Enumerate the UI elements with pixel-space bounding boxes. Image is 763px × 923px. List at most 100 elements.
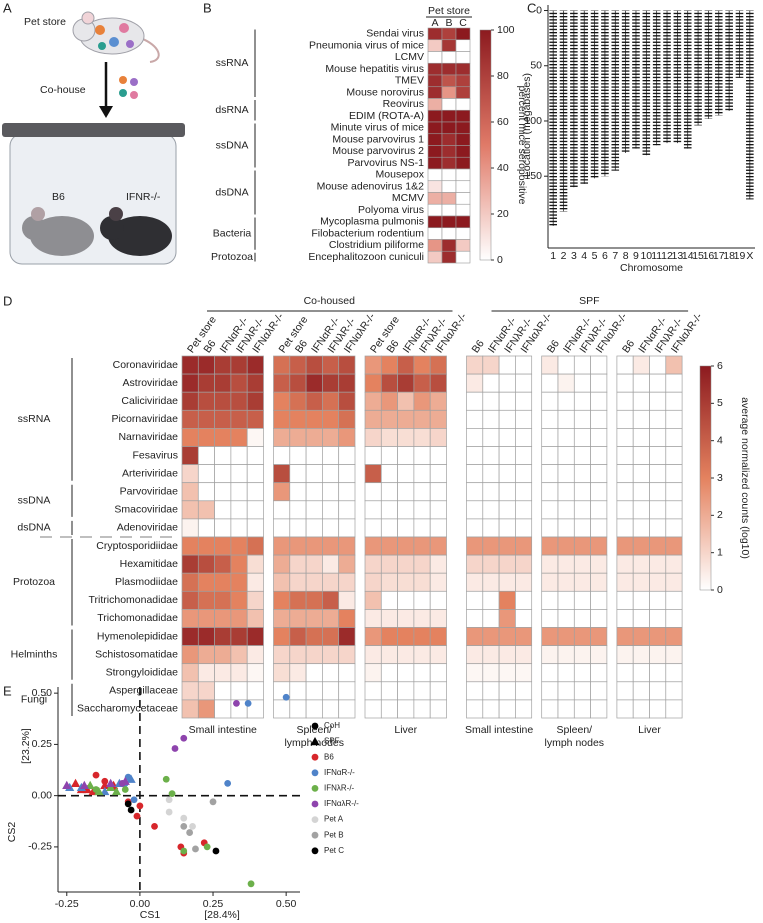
heatmap-cell [273, 536, 291, 556]
group-label: ssDNA [216, 139, 249, 151]
legend-marker [310, 737, 320, 746]
heatmap-cell [413, 391, 431, 411]
cage-lid [2, 123, 185, 137]
row-label: Tritrichomonadidae [89, 594, 179, 606]
legend-label: Pet C [324, 846, 344, 855]
heatmap-cell [455, 215, 471, 229]
heatmap-cell [573, 409, 591, 429]
heatmap-cell [181, 409, 199, 429]
x-tick-label: 16 [703, 250, 715, 262]
heatmap-cell [616, 518, 634, 538]
heatmap-cell [181, 572, 199, 592]
heatmap-cell [380, 428, 398, 447]
heatmap-cell [573, 355, 591, 375]
heatmap-cell [214, 699, 232, 719]
heatmap-cell [413, 500, 431, 520]
heatmap-cell [649, 391, 667, 411]
heatmap-cell [413, 681, 431, 701]
heatmap-cell [197, 446, 215, 465]
heatmap-cell [427, 86, 443, 99]
point [120, 776, 130, 785]
point [62, 780, 72, 789]
arrow-head [99, 106, 113, 118]
row-label: Minute virus of mice [331, 122, 425, 134]
heatmap-cell [380, 518, 398, 538]
heatmap-cell [455, 239, 471, 252]
heatmap-cell [230, 355, 248, 375]
heatmap-cell [455, 156, 471, 170]
heatmap-cell [289, 464, 307, 484]
y-tick-label: 0.00 [32, 789, 53, 801]
heatmap-cell [466, 681, 484, 701]
row-label: MCMV [392, 192, 424, 204]
row-label: Reovirus [383, 98, 424, 110]
heatmap-cell [466, 554, 484, 574]
heatmap-cell [246, 373, 264, 393]
heatmap-cell [482, 482, 500, 502]
row-label: Mouse adenovirus 1&2 [317, 180, 425, 192]
x-tick-label: 0.25 [203, 898, 224, 910]
heatmap-cell [197, 681, 215, 701]
point [92, 771, 100, 779]
pathogen-icon [130, 91, 138, 99]
heatmap-cell [590, 518, 608, 538]
legend-label: CoH [324, 721, 340, 730]
heatmap-cell [322, 355, 340, 375]
heatmap-cell [557, 518, 575, 538]
heatmap-cell [181, 699, 199, 719]
source-label: Pet store [24, 16, 66, 28]
heatmap-cell [429, 536, 447, 556]
heatmap-cell [289, 355, 307, 375]
heatmap-cell [515, 446, 533, 465]
heatmap-cell [197, 645, 215, 665]
heatmap-cell [214, 500, 232, 520]
y-tick-label: -0.25 [28, 841, 52, 853]
column-label: B [445, 17, 452, 29]
heatmap-cell [441, 98, 457, 111]
heatmap-cell [665, 699, 683, 719]
heatmap-cell [441, 121, 457, 135]
heatmap-cell [515, 355, 533, 375]
heatmap-cell [181, 391, 199, 411]
heatmap-cell [466, 464, 484, 484]
pathogen-icon [109, 37, 119, 47]
heatmap-cell [515, 681, 533, 701]
heatmap-cell [632, 355, 650, 375]
heatmap-cell [181, 536, 199, 556]
column-label: C [459, 17, 467, 29]
heatmap-cell [515, 609, 533, 628]
tissue-label: lymph nodes [545, 737, 605, 749]
heatmap-cell [273, 572, 291, 592]
column-header: Pet store [428, 5, 470, 17]
heatmap-cell [397, 663, 415, 683]
heatmap-cell [322, 554, 340, 574]
pathogen-icon [130, 78, 138, 86]
colorbar-tick-label: 3 [717, 472, 723, 484]
heatmap-cell [632, 590, 650, 610]
heatmap-cell [441, 27, 457, 41]
heatmap-cell [515, 464, 533, 484]
heatmap-cell [482, 518, 500, 538]
heatmap-cell [649, 500, 667, 520]
row-label: Astroviridae [123, 377, 179, 389]
heatmap-cell [230, 373, 248, 393]
heatmap-cell [429, 554, 447, 574]
heatmap-cell [466, 409, 484, 429]
panel-label: E [3, 683, 12, 698]
tail [139, 37, 160, 63]
point [244, 700, 252, 707]
tissue-label: Liver [638, 724, 661, 736]
group-label: dsDNA [215, 186, 248, 198]
heatmap-cell [616, 554, 634, 574]
point [126, 774, 136, 783]
heatmap-cell [616, 355, 634, 375]
heatmap-cell [322, 391, 340, 411]
row-label: Mouse hepatitis virus [325, 63, 424, 75]
heatmap-cell [632, 554, 650, 574]
heatmap-cell [338, 663, 356, 683]
heatmap-cell [455, 86, 471, 99]
point [106, 778, 116, 787]
heatmap-cell [649, 627, 667, 646]
point [180, 814, 188, 822]
heatmap-cell [289, 500, 307, 520]
